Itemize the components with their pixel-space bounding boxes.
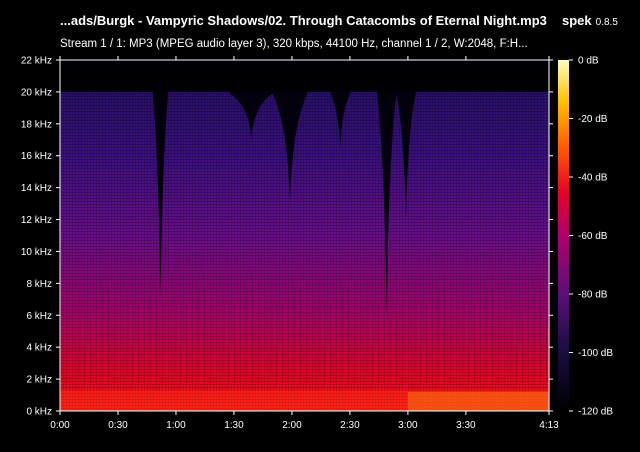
colorbar-gradient xyxy=(558,60,569,411)
colorbar-tick-label: -60 dB xyxy=(578,231,608,242)
y-tick-label: 2 kHz xyxy=(26,375,52,386)
dropout-0 xyxy=(152,91,169,300)
y-tick-label: 8 kHz xyxy=(26,279,52,290)
colorbar: 0 dB -20 dB -40 dB -60 dB -80 dB -100 dB -120 … xyxy=(558,56,613,418)
colorbar-tick-label: -100 dB xyxy=(578,348,613,359)
colorbar-tick-label: 0 dB xyxy=(578,56,599,67)
colorbar-tick-label: -80 dB xyxy=(578,290,608,301)
y-tick-label: 12 kHz xyxy=(21,215,52,226)
y-tick-label: 16 kHz xyxy=(21,151,52,162)
x-tick-label: 2:30 xyxy=(340,420,360,431)
dropout-1 xyxy=(230,91,273,140)
x-tick-label: 2:00 xyxy=(282,420,302,431)
spectrum-texture-vertical xyxy=(60,91,549,411)
axes: 0 kHz 2 kHz 4 kHz 6 kHz 8 kHz 10 kHz 12 kHz 14 … xyxy=(21,56,559,432)
dropout-5 xyxy=(396,91,416,220)
x-tick-label: 1:30 xyxy=(224,420,244,431)
y-tick-label: 0 kHz xyxy=(26,407,52,418)
bass-band xyxy=(60,390,549,411)
bass-band-bright xyxy=(407,391,549,411)
dropout-3 xyxy=(330,91,350,148)
y-tick-label: 4 kHz xyxy=(26,343,52,354)
y-tick-label: 22 kHz xyxy=(21,56,52,67)
x-tick-label: 0:00 xyxy=(50,420,70,431)
y-tick-label: 20 kHz xyxy=(21,87,52,98)
file-title: ...ads/Burgk - Vampyric Shadows/02. Thro… xyxy=(60,13,547,28)
y-tick-label: 14 kHz xyxy=(21,183,52,194)
x-tick-label: 0:30 xyxy=(108,420,128,431)
y-tick-label: 6 kHz xyxy=(26,311,52,322)
dropout-2 xyxy=(272,91,308,204)
dropout-4 xyxy=(376,91,397,316)
x-tick-label: 1:00 xyxy=(166,420,186,431)
app-name-label: spek xyxy=(562,13,592,28)
plot-area xyxy=(60,60,549,411)
x-tick-label: 3:30 xyxy=(456,420,476,431)
app-version: 0.8.5 xyxy=(595,17,618,28)
colorbar-tick-label: -120 dB xyxy=(578,407,613,418)
app-name: spek 0.8.5 xyxy=(562,13,618,28)
y-tick-label: 18 kHz xyxy=(21,119,52,130)
colorbar-tick-label: -20 dB xyxy=(578,114,608,125)
y-tick-label: 10 kHz xyxy=(21,247,52,258)
colorbar-tick-label: -40 dB xyxy=(578,173,608,184)
x-tick-label: 3:00 xyxy=(398,420,418,431)
stream-info: Stream 1 / 1: MP3 (MPEG audio layer 3), … xyxy=(60,38,528,50)
x-tick-label: 4:13 xyxy=(539,420,559,431)
plot-border xyxy=(59,59,550,412)
